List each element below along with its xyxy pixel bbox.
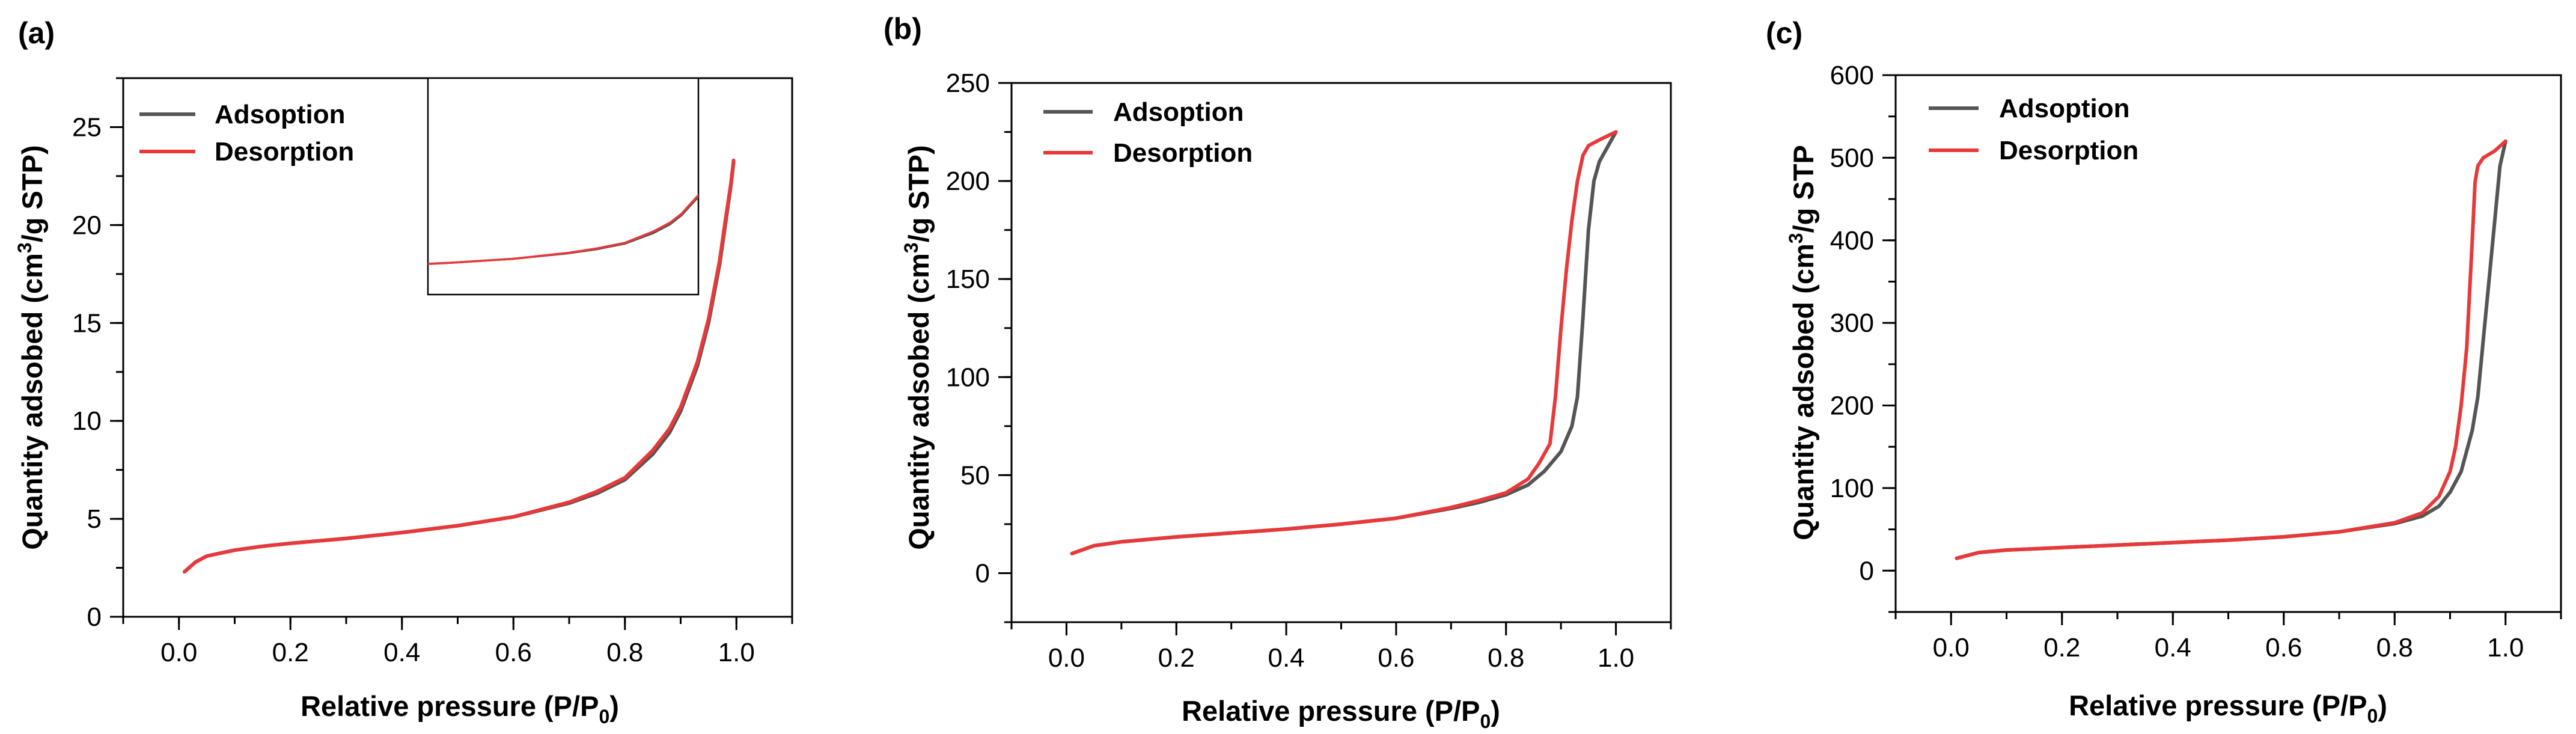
y-tick-label: 500 (1830, 143, 1874, 173)
x-tick-label: 1.0 (718, 638, 755, 667)
y-tick-label: 250 (946, 69, 990, 98)
panel-label: (c) (1766, 16, 1802, 50)
y-axis-label-superscript: 3 (900, 242, 922, 253)
legend-label-adsoption: Adsoption (1999, 94, 2130, 123)
y-tick-label: 10 (72, 406, 102, 436)
x-tick-label: 0.2 (1158, 643, 1195, 673)
y-tick-label: 0 (975, 558, 990, 588)
x-tick-label: 0.0 (1048, 643, 1085, 673)
y-axis-label-tail: /g STP (1787, 145, 1819, 233)
x-axis-label-close: ) (1491, 695, 1500, 727)
x-axis-label-subscript: 0 (2367, 705, 2378, 727)
series-line-desorption (1070, 130, 1618, 555)
x-tick-label: 0.8 (2376, 633, 2413, 662)
chart-panel-b: (b) 0.0 0.2 0.4 0.6 0.8 1.0 0 50 100 150 200 250 Rela… (884, 12, 1672, 732)
x-axis-label-close: ) (609, 690, 619, 722)
x-tick-label: 0.4 (2155, 633, 2191, 662)
x-axis-label: Relative pressure (P/P0) (301, 690, 619, 727)
y-axis-label: Quantity adsobed (cm3/g STP) (900, 145, 935, 549)
panel-label: (a) (18, 16, 55, 50)
y-axis-label-tail: /g STP) (903, 145, 935, 242)
y-axis-label-superscript: 3 (1785, 233, 1807, 243)
y-axis-label-superscript: 3 (14, 242, 35, 253)
chart-panel-c: (c) 0.0 0.2 0.4 0.6 0.8 1.0 0 100 200 300 400 500 600… (1766, 16, 2562, 727)
x-tick-label: 0.6 (495, 638, 532, 667)
y-tick-label: 200 (946, 167, 990, 196)
x-tick-label: 0.2 (272, 638, 309, 667)
legend-label-desorption: Desorption (1999, 136, 2138, 165)
x-tick-label: 0.4 (1268, 643, 1304, 673)
y-axis-label: Quantity adsobed (cm3/g STP) (14, 145, 48, 549)
x-axis-label-close: ) (2378, 690, 2387, 721)
y-tick-label: 0 (87, 602, 102, 632)
x-tick-label: 1.0 (1598, 643, 1634, 673)
legend-label-adsoption: Adsoption (215, 100, 346, 129)
inset-series-line-desorption (428, 193, 698, 265)
x-axis-label-subscript: 0 (599, 706, 609, 727)
y-axis-label-tail: /g STP) (16, 145, 48, 242)
legend-label-desorption: Desorption (1113, 138, 1253, 168)
x-tick-label: 0.2 (2043, 633, 2080, 662)
x-axis-label: Relative pressure (P/P0) (2069, 690, 2387, 727)
x-tick-label: 0.8 (606, 638, 643, 667)
y-tick-label: 20 (72, 210, 102, 240)
x-tick-label: 0.6 (1378, 643, 1414, 673)
inset-frame (427, 77, 700, 296)
y-tick-label: 0 (1860, 556, 1874, 586)
y-tick-label: 100 (946, 362, 990, 392)
y-tick-label: 100 (1830, 474, 1874, 503)
y-tick-label: 50 (960, 460, 990, 490)
x-tick-label: 0.6 (2265, 633, 2302, 662)
chart-panel-a: (a) 0.0 0.2 0.4 0.6 0.8 1.0 0 5 10 15 20 25 Relative … (14, 16, 793, 727)
x-tick-label: 0.4 (383, 638, 420, 667)
y-tick-label: 600 (1830, 61, 1874, 90)
y-tick-label: 300 (1830, 308, 1874, 338)
x-tick-label: 0.0 (1933, 633, 1970, 662)
series-line-desorption (183, 158, 736, 574)
panel-label: (b) (884, 12, 922, 46)
x-axis-label: Relative pressure (P/P0) (1182, 695, 1500, 732)
x-tick-label: 0.0 (160, 638, 197, 667)
legend-label-adsoption: Adsoption (1113, 97, 1244, 127)
x-axis-label-subscript: 0 (1480, 711, 1491, 732)
y-tick-label: 400 (1830, 226, 1874, 255)
y-axis-label: Quantity adsobed (cm3/g STP (1785, 145, 1819, 540)
x-tick-label: 1.0 (2487, 633, 2524, 662)
x-tick-label: 0.8 (1488, 643, 1524, 673)
y-tick-label: 5 (87, 504, 102, 534)
y-tick-label: 25 (72, 112, 102, 142)
y-tick-label: 150 (946, 265, 990, 294)
y-tick-label: 15 (72, 308, 102, 338)
series-line-desorption (1955, 139, 2507, 560)
legend-label-desorption: Desorption (215, 137, 354, 167)
y-tick-label: 200 (1830, 391, 1874, 421)
